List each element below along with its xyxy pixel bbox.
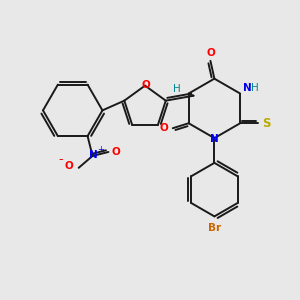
Text: N: N <box>243 82 251 93</box>
Text: O: O <box>160 123 168 133</box>
Text: Br: Br <box>208 223 221 233</box>
Text: H: H <box>173 84 181 94</box>
Text: O: O <box>206 48 215 58</box>
Text: H: H <box>251 82 259 93</box>
Text: -: - <box>58 153 63 167</box>
Text: S: S <box>262 117 270 130</box>
Text: +: + <box>97 146 104 154</box>
Text: N: N <box>89 150 98 160</box>
Text: O: O <box>112 147 121 157</box>
Text: O: O <box>142 80 150 90</box>
Text: N: N <box>210 134 219 144</box>
Text: O: O <box>64 161 73 171</box>
